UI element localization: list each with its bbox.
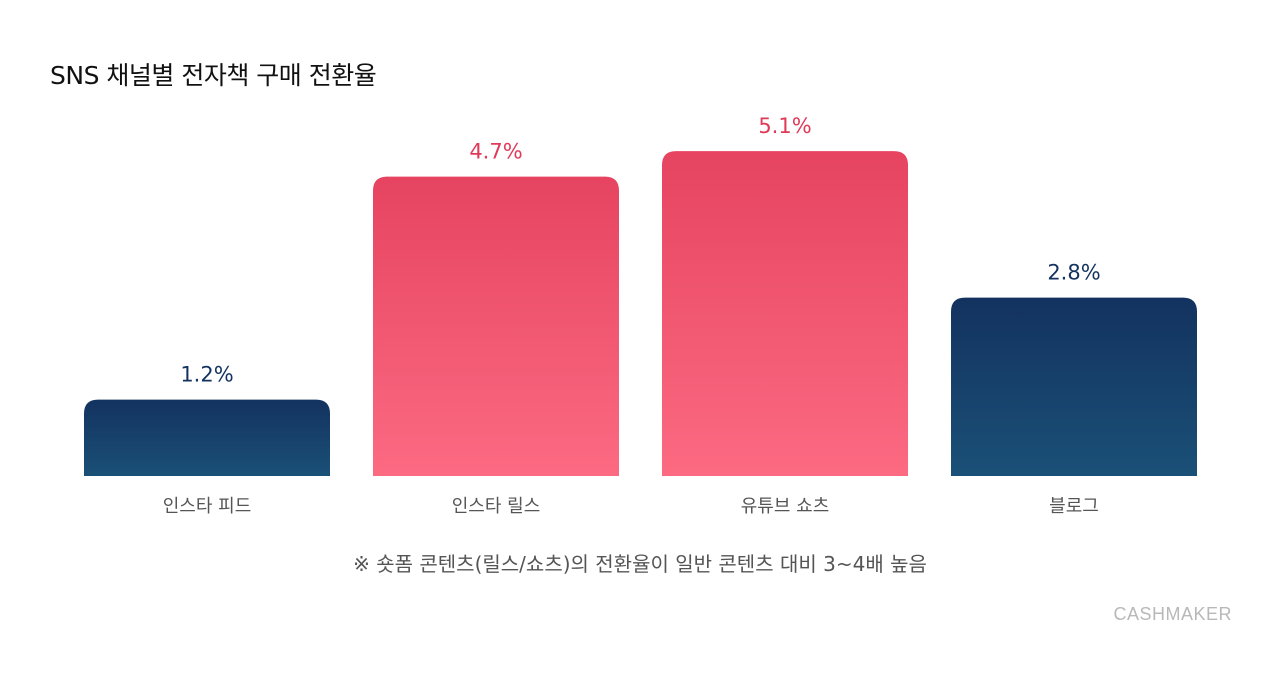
bar-3 <box>662 151 908 476</box>
value-label-4: 2.8% <box>1047 261 1100 285</box>
category-label-2: 인스타 릴스 <box>452 496 541 517</box>
value-labels-group: 1.2% 4.7% 5.1% 2.8% <box>180 114 1100 386</box>
bars-group <box>84 151 1197 476</box>
bar-1 <box>84 399 330 476</box>
brand-watermark: CASHMAKER <box>1113 604 1232 624</box>
value-label-2: 4.7% <box>469 140 522 164</box>
chart-title: SNS 채널별 전자책 구매 전환율 <box>50 61 377 90</box>
category-label-4: 블로그 <box>1049 496 1099 517</box>
category-label-3: 유튜브 쇼츠 <box>741 496 830 517</box>
value-label-1: 1.2% <box>180 363 233 387</box>
value-label-3: 5.1% <box>758 114 811 138</box>
category-labels-group: 인스타 피드 인스타 릴스 유튜브 쇼츠 블로그 <box>163 496 1099 517</box>
category-label-1: 인스타 피드 <box>163 496 252 517</box>
bar-4 <box>951 297 1197 476</box>
bar-2 <box>373 176 619 476</box>
footnote: ※ 숏폼 콘텐츠(릴스/쇼츠)의 전환율이 일반 콘텐츠 대비 3~4배 높음 <box>353 552 927 576</box>
